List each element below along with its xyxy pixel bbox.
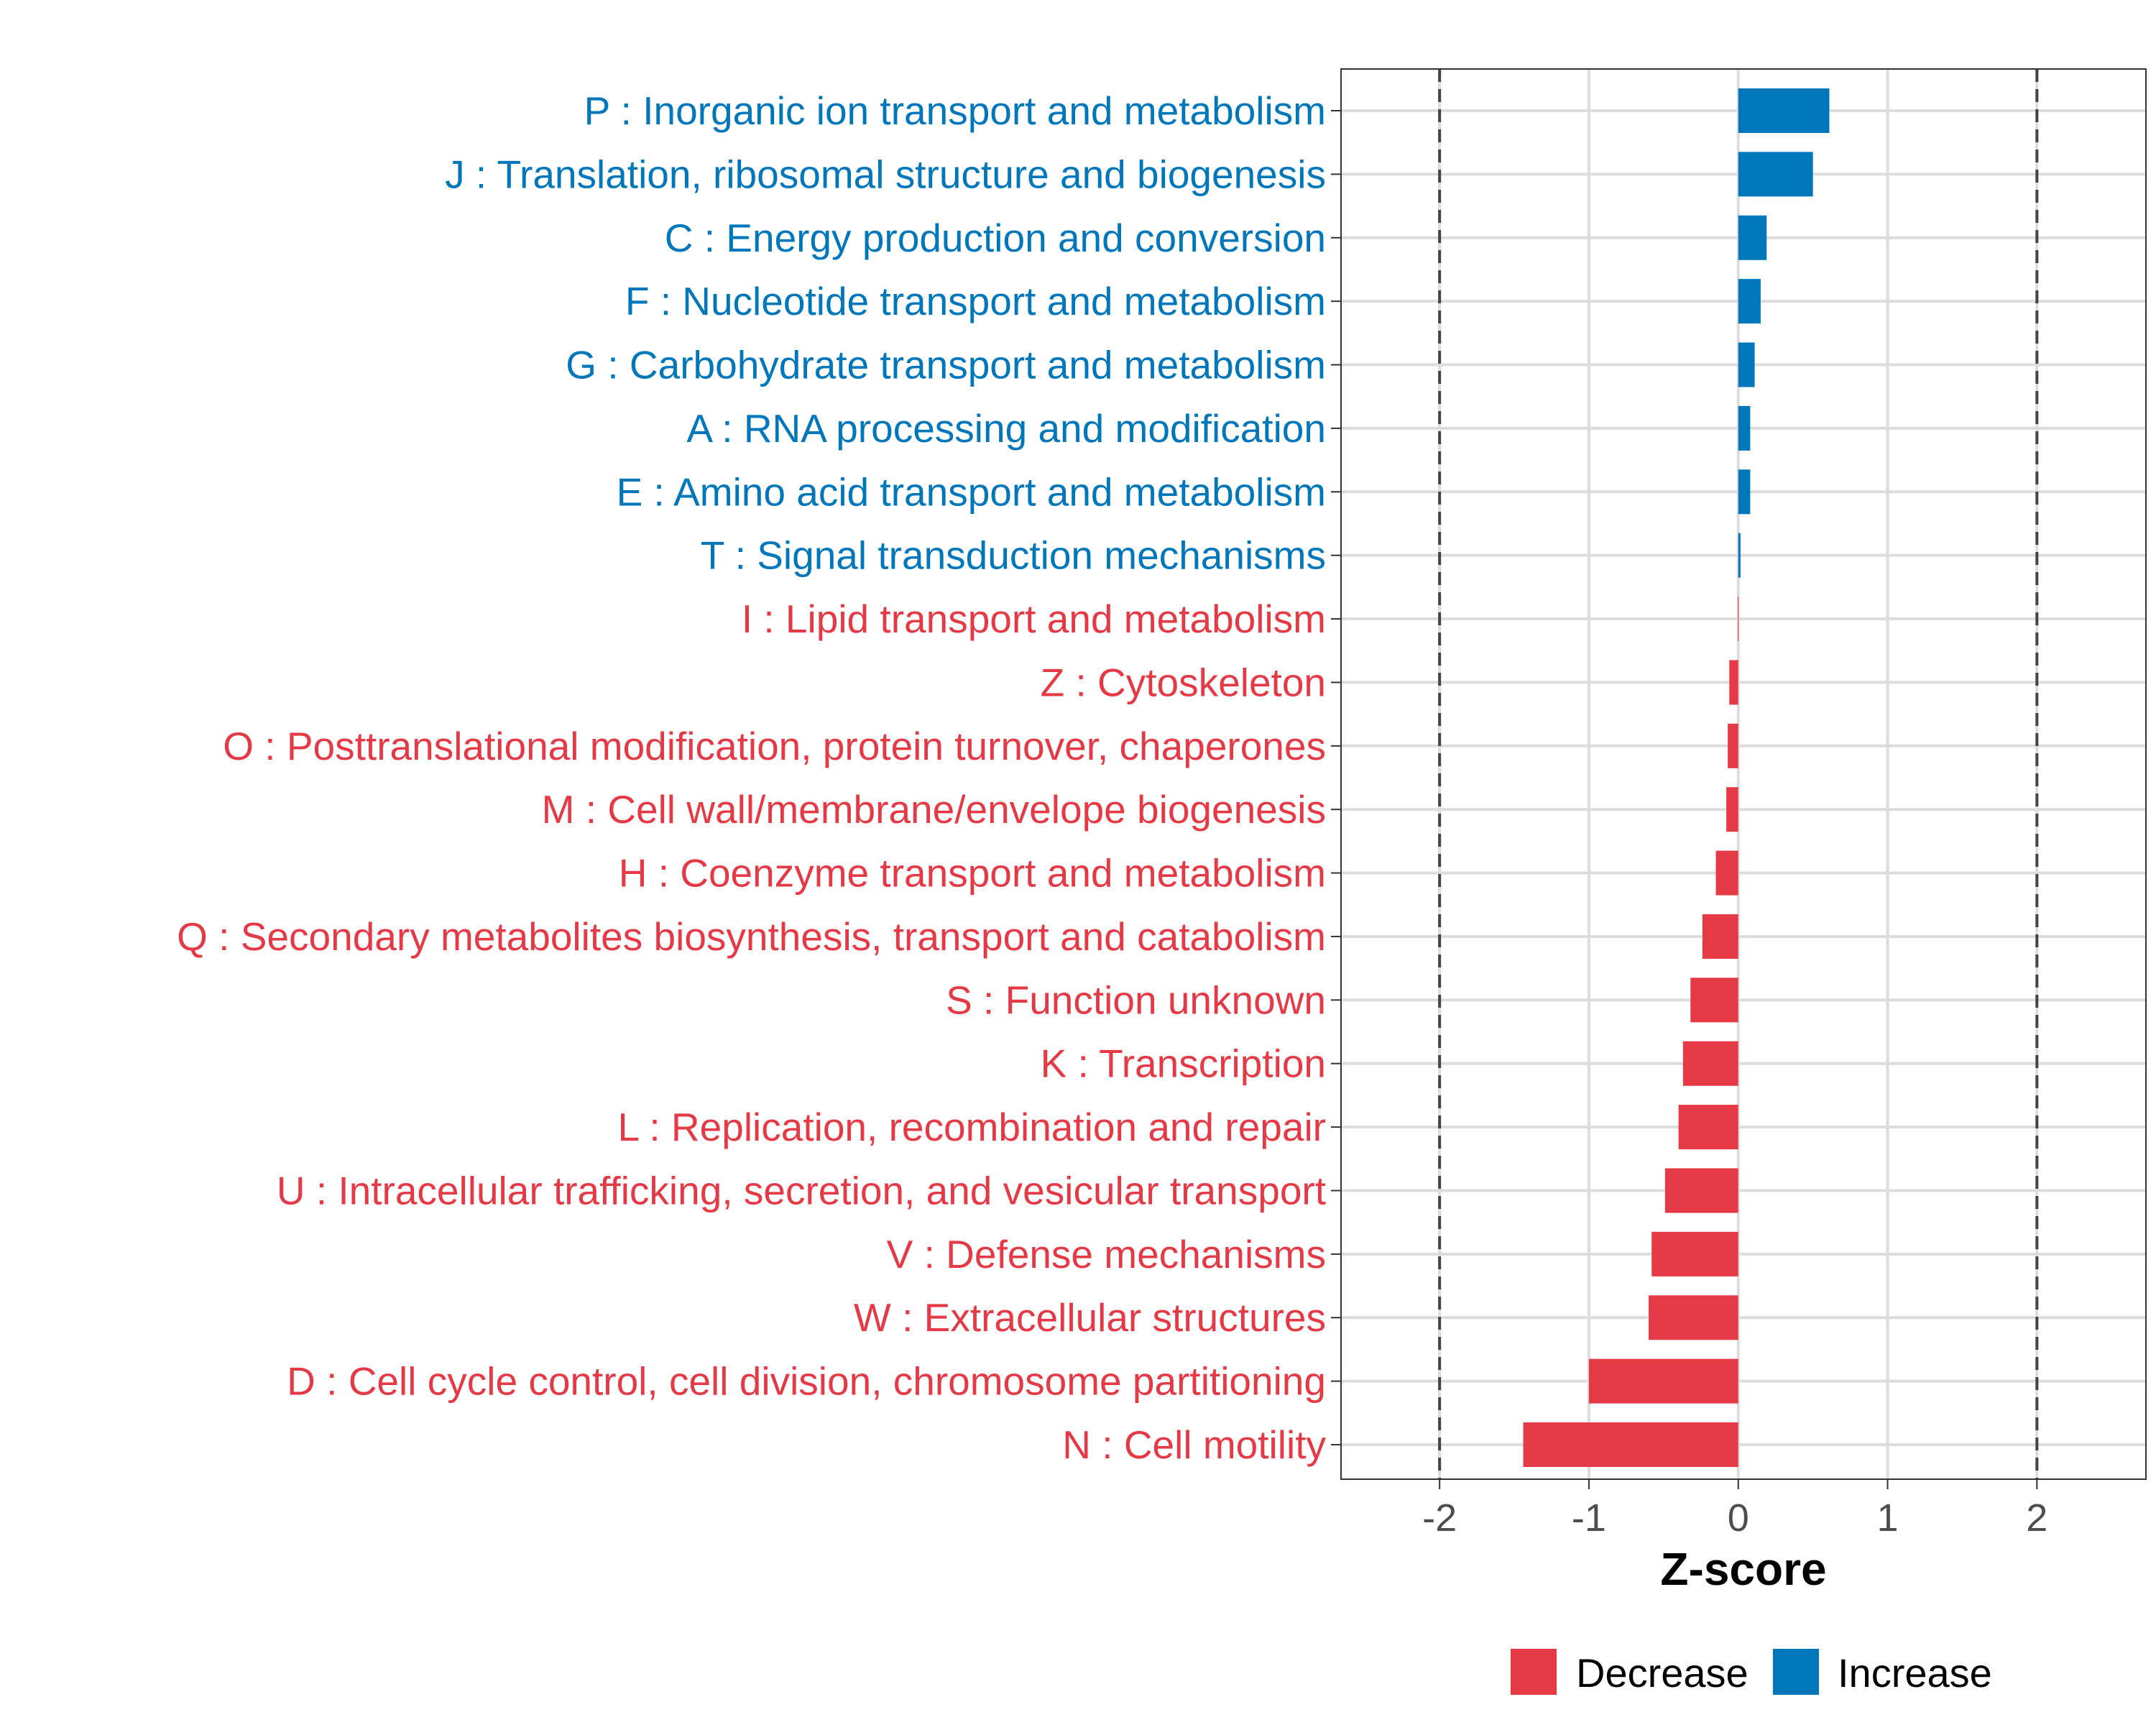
category-label: E : Amino acid transport and metabolism xyxy=(617,469,1326,514)
bar xyxy=(1738,152,1813,197)
category-label: H : Coenzyme transport and metabolism xyxy=(619,851,1326,896)
bar xyxy=(1738,342,1755,387)
bar xyxy=(1702,914,1738,959)
category-label: A : RNA processing and modification xyxy=(686,406,1326,451)
category-label: J : Translation, ribosomal structure and… xyxy=(445,152,1326,196)
bar xyxy=(1682,1041,1738,1086)
category-label: Q : Secondary metabolites biosynthesis, … xyxy=(177,914,1326,959)
bar xyxy=(1738,215,1767,260)
category-label: W : Extracellular structures xyxy=(854,1295,1326,1340)
grid-lines xyxy=(1341,69,2146,1479)
bar xyxy=(1726,787,1738,832)
bar xyxy=(1690,978,1738,1023)
category-label: N : Cell motility xyxy=(1062,1422,1326,1467)
bar xyxy=(1649,1295,1738,1340)
category-label: F : Nucleotide transport and metabolism xyxy=(625,279,1326,323)
category-label: U : Intracellular trafficking, secretion… xyxy=(277,1168,1326,1213)
legend-key-decrease xyxy=(1511,1649,1557,1695)
legend-label-increase: Increase xyxy=(1838,1650,1992,1696)
legend-label-decrease: Decrease xyxy=(1576,1650,1749,1696)
bar xyxy=(1738,279,1761,324)
bar xyxy=(1651,1231,1738,1276)
category-label: M : Cell wall/membrane/envelope biogenes… xyxy=(542,787,1326,832)
x-tick-label: 0 xyxy=(1728,1496,1749,1540)
category-label: V : Defense mechanisms xyxy=(887,1232,1326,1276)
x-tick-label: 2 xyxy=(2026,1496,2047,1540)
bar xyxy=(1678,1105,1738,1150)
x-axis-title: Z-score xyxy=(1660,1543,1826,1595)
x-tick-label: 1 xyxy=(1876,1496,1898,1540)
category-label: S : Function unknown xyxy=(946,978,1326,1022)
bar xyxy=(1738,88,1830,133)
x-tick-label: -1 xyxy=(1572,1496,1606,1540)
bar xyxy=(1738,533,1741,578)
bar xyxy=(1738,405,1751,451)
category-label: I : Lipid transport and metabolism xyxy=(742,597,1326,641)
category-label: P : Inorganic ion transport and metaboli… xyxy=(584,88,1326,133)
category-label: K : Transcription xyxy=(1041,1041,1326,1086)
category-label: O : Posttranslational modification, prot… xyxy=(223,724,1326,768)
bar xyxy=(1715,850,1738,896)
category-label: G : Carbohydrate transport and metabolis… xyxy=(566,343,1326,387)
category-label: T : Signal transduction mechanisms xyxy=(701,533,1326,578)
legend: Decrease Increase xyxy=(1511,1649,1992,1696)
category-label: D : Cell cycle control, cell division, c… xyxy=(287,1359,1326,1404)
bars xyxy=(1523,88,1830,1467)
bar xyxy=(1664,1168,1738,1213)
x-tick-label: -2 xyxy=(1422,1496,1457,1540)
reference-lines xyxy=(1438,69,2039,1479)
category-label: C : Energy production and conversion xyxy=(665,216,1326,260)
panel-border xyxy=(1340,68,2147,1480)
bar xyxy=(1728,723,1738,768)
category-label: L : Replication, recombination and repai… xyxy=(618,1105,1326,1149)
bar xyxy=(1588,1358,1738,1404)
bar xyxy=(1729,660,1738,705)
bar xyxy=(1523,1422,1738,1467)
x-axis-ticks: -2 -1 0 1 2 xyxy=(1422,1479,2047,1540)
category-label: Z : Cytoskeleton xyxy=(1041,660,1326,704)
bar xyxy=(1738,469,1751,515)
legend-key-increase xyxy=(1773,1649,1819,1695)
category-labels: P : Inorganic ion transport and metaboli… xyxy=(177,88,1341,1467)
